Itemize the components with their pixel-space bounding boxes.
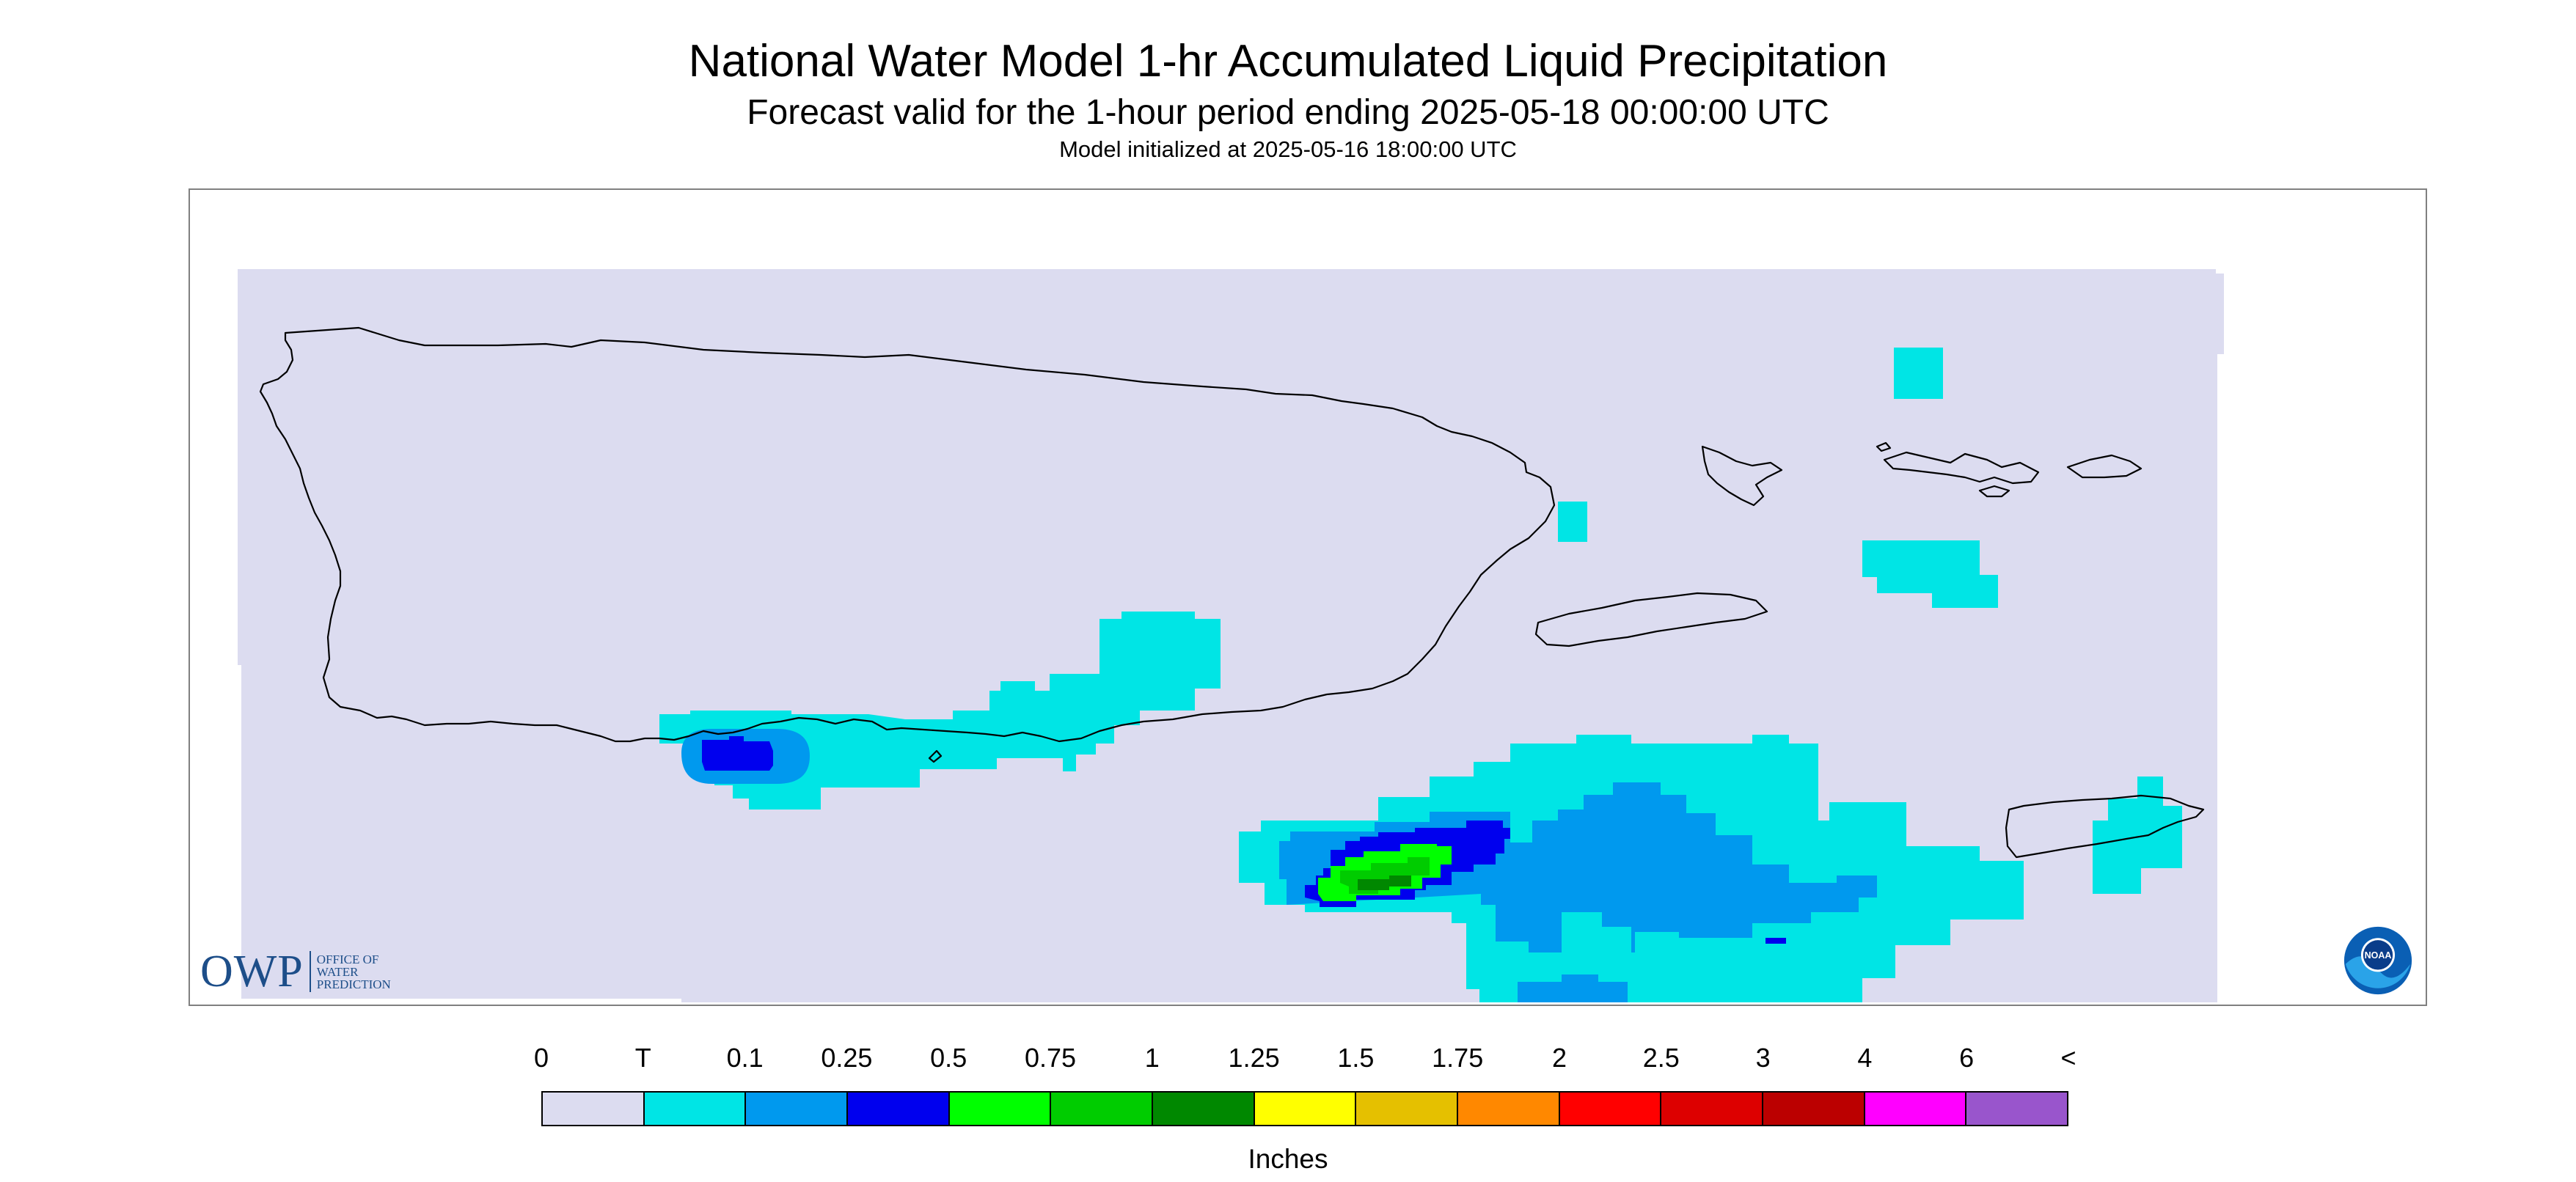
precipitation-map-canvas (238, 269, 2224, 1002)
legend-swatch (949, 1093, 1052, 1125)
legend-label: 0.5 (930, 1043, 967, 1073)
vieques-coastline (1534, 592, 1768, 647)
owp-logo-line: PREDICTION (316, 977, 391, 991)
owp-logo-divider (309, 951, 311, 992)
legend-label: 1 (1144, 1043, 1160, 1073)
legend-label: 0.1 (726, 1043, 764, 1073)
legend-swatch (1458, 1093, 1560, 1125)
owp-logo-line: OFFICE OF (316, 952, 379, 966)
legend-label: < (2060, 1043, 2076, 1073)
legend-swatch (1966, 1093, 2068, 1125)
legend-swatch (1661, 1093, 1764, 1125)
legend-swatch (746, 1093, 849, 1125)
precipitation-map (189, 188, 2427, 1006)
legend-label: 0.75 (1024, 1043, 1077, 1073)
legend-swatch (644, 1093, 747, 1125)
legend-label: 4 (1857, 1043, 1873, 1073)
legend-label: 2.5 (1642, 1043, 1680, 1073)
legend-swatch (1865, 1093, 1967, 1125)
legend-label: 1.75 (1432, 1043, 1484, 1073)
legend-swatch (848, 1093, 950, 1125)
owp-logo-letters: OWP (200, 946, 304, 996)
legend-label: 0 (533, 1043, 549, 1073)
legend-color-bar (541, 1091, 2068, 1126)
legend-swatch (1356, 1093, 1459, 1125)
legend-units: Inches (1248, 1144, 1328, 1174)
map-subtitle: Forecast valid for the 1-hour period end… (747, 93, 1829, 132)
noaa-logo-text: NOAA (2365, 950, 2392, 961)
map-title: National Water Model 1-hr Accumulated Li… (688, 36, 1888, 87)
owp-logo-subtitle: OFFICE OF WATER PREDICTION (317, 953, 391, 991)
legend-label: 0.25 (821, 1043, 873, 1073)
coastlines (259, 326, 2205, 859)
mona-islet-coastline (928, 749, 943, 763)
legend-label: 1.25 (1228, 1043, 1280, 1073)
puerto-rico-coastline (259, 326, 1556, 743)
legend-swatch (543, 1093, 645, 1125)
legend-label: 1.5 (1337, 1043, 1375, 1073)
owp-logo-line: WATER (316, 964, 359, 979)
legend-label: 6 (1959, 1043, 1975, 1073)
noaa-logo: NOAA (2343, 926, 2412, 995)
legend-labels: 0 T 0.1 0.25 0.5 0.75 1 1.25 1.5 1.75 2 2.5 3 4 6 < (0, 1043, 2576, 1079)
precip-1-0-area (1358, 876, 1411, 890)
legend-swatch (1051, 1093, 1154, 1125)
model-init-line: Model initialized at 2025-05-16 18:00:00… (1059, 136, 1517, 162)
legend-swatch (1254, 1093, 1357, 1125)
legend-label: 2 (1551, 1043, 1567, 1073)
legend-swatch (1559, 1093, 1662, 1125)
legend-label: 3 (1755, 1043, 1771, 1073)
legend-label: T (634, 1043, 651, 1073)
owp-logo: OWP OFFICE OF WATER PREDICTION (200, 946, 391, 997)
legend-swatch (1153, 1093, 1255, 1125)
st-croix-coastline (2005, 794, 2205, 859)
culebra-coastline (1701, 445, 1783, 507)
virgin-islands-coastline (1876, 441, 2143, 498)
legend-swatch (1763, 1093, 1865, 1125)
